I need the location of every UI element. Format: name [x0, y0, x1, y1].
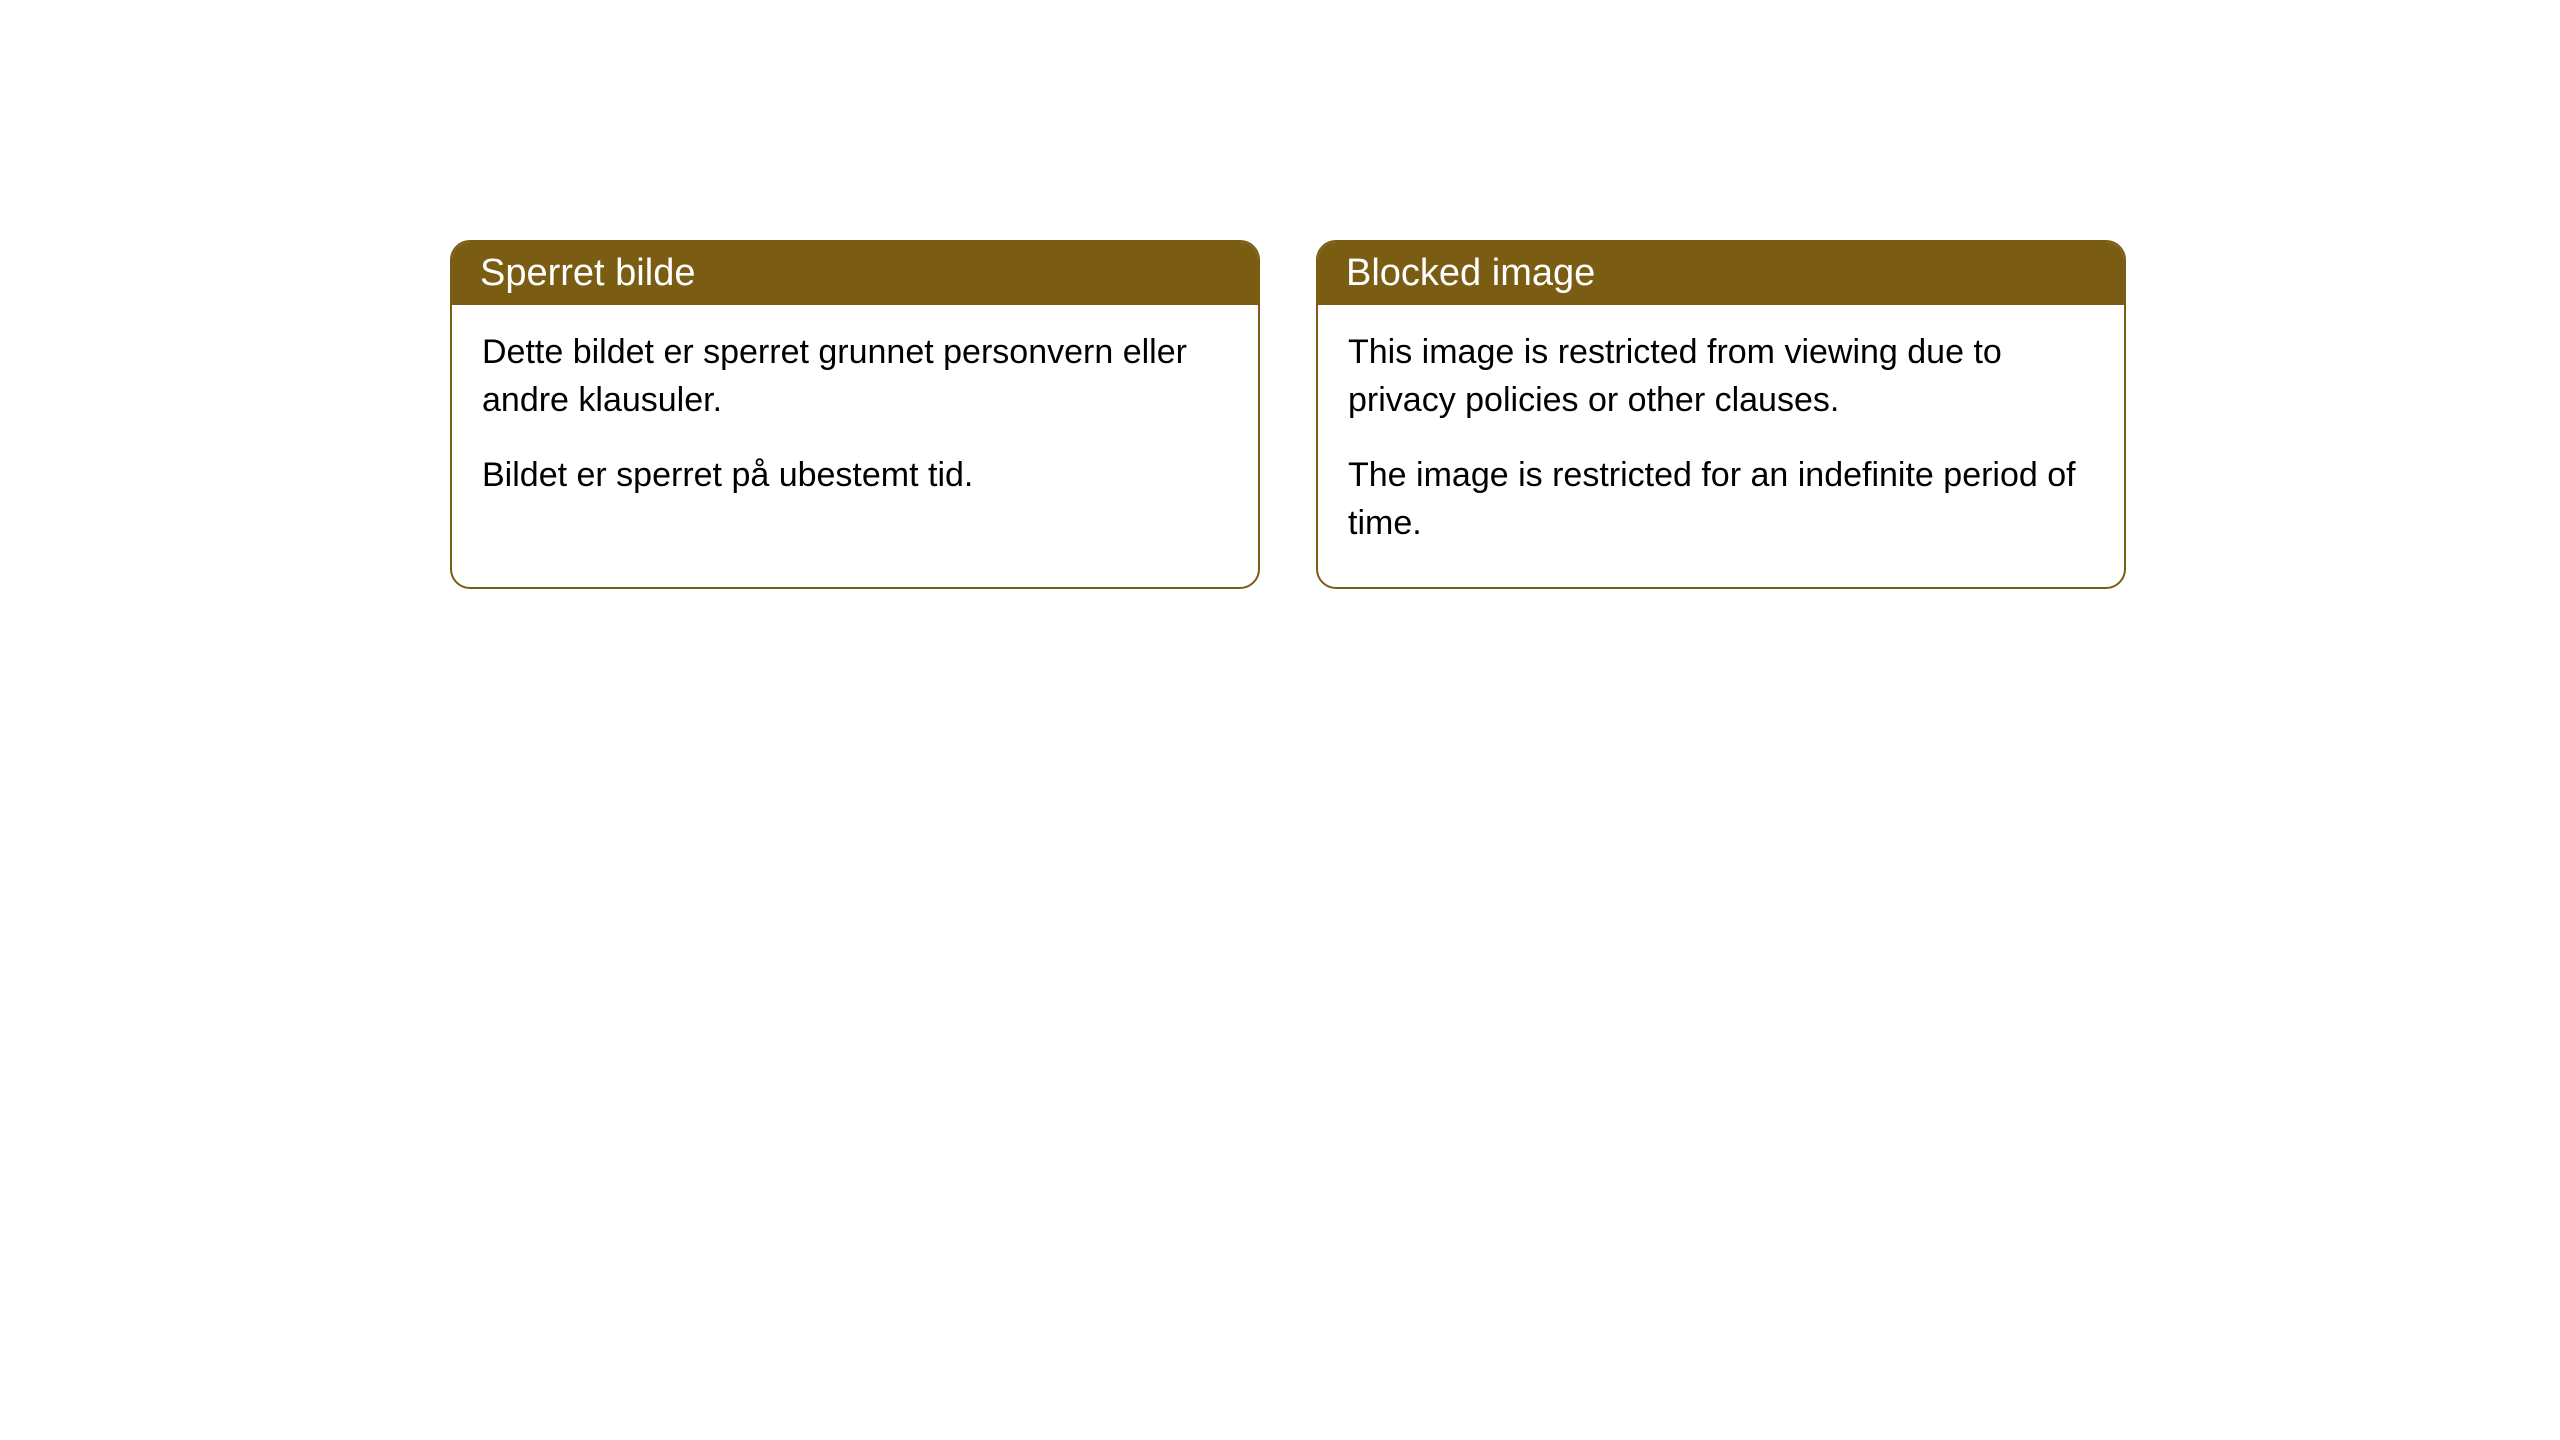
- card-paragraph: The image is restricted for an indefinit…: [1348, 452, 2094, 547]
- card-header: Sperret bilde: [452, 242, 1258, 305]
- notice-container: Sperret bilde Dette bildet er sperret gr…: [0, 0, 2560, 589]
- card-title: Blocked image: [1346, 252, 1595, 294]
- notice-card-norwegian: Sperret bilde Dette bildet er sperret gr…: [450, 240, 1260, 589]
- notice-card-english: Blocked image This image is restricted f…: [1316, 240, 2126, 589]
- card-paragraph: Dette bildet er sperret grunnet personve…: [482, 329, 1228, 424]
- card-paragraph: Bildet er sperret på ubestemt tid.: [482, 452, 1228, 500]
- card-header: Blocked image: [1318, 242, 2124, 305]
- card-title: Sperret bilde: [480, 252, 695, 294]
- card-paragraph: This image is restricted from viewing du…: [1348, 329, 2094, 424]
- card-body: This image is restricted from viewing du…: [1318, 305, 2124, 587]
- card-body: Dette bildet er sperret grunnet personve…: [452, 305, 1258, 540]
